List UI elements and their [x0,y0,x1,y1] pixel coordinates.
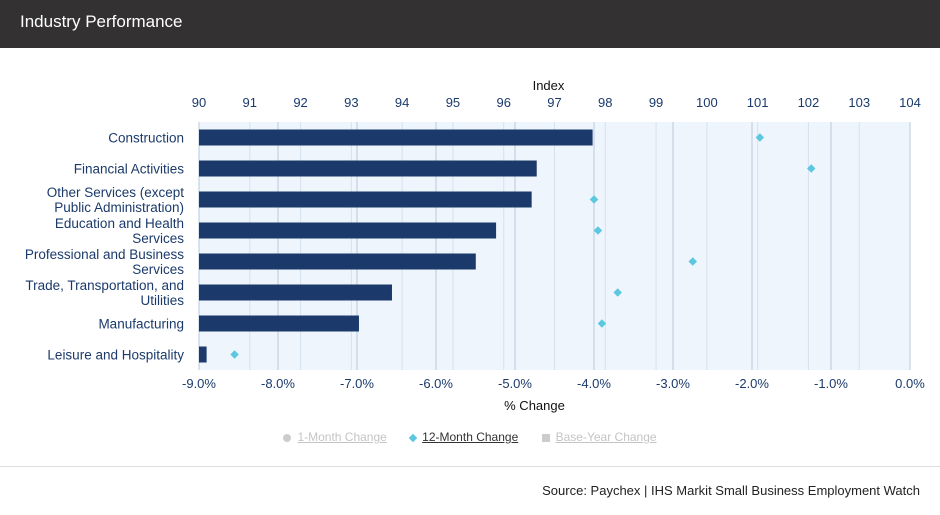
industry-performance-chart: Index 90 91 92 93 94 95 96 97 98 99 100 101 102 103 104… [25,78,925,413]
top-tick-label: 95 [446,95,460,110]
top-tick-label: 94 [395,95,409,110]
bottom-tick-label: -9.0% [182,376,216,391]
bar [199,160,537,177]
bottom-tick-label: -8.0% [261,376,295,391]
category-label: Services [132,231,184,246]
diamond-icon [408,433,418,443]
data-point [613,288,622,297]
source-note: Source: Paychex | IHS Markit Small Busin… [542,483,920,498]
bar [199,191,532,208]
bar [199,253,476,270]
bottom-axis-label: % Change [504,398,565,413]
bottom-tick-label: -5.0% [498,376,532,391]
bar [199,315,359,332]
bottom-tick-label: -4.0% [577,376,611,391]
top-tick-label: 97 [547,95,561,110]
bottom-tick-label: -6.0% [419,376,453,391]
category-label: Construction [108,131,184,146]
top-tick-label: 100 [696,95,718,110]
bottom-tick-label: 0.0% [895,376,925,391]
category-label: Manufacturing [98,317,184,332]
category-label: Other Services (except [47,185,185,200]
circle-icon [283,433,292,442]
legend-label: 12-Month Change [422,430,519,444]
bottom-tick-label: -3.0% [656,376,690,391]
top-tick-label: 99 [649,95,663,110]
top-tick-label: 93 [344,95,358,110]
top-tick-label: 101 [747,95,769,110]
category-label: Services [132,262,184,277]
legend-item-base-year[interactable]: Base-Year Change [541,430,657,444]
chart-legend: 1-Month Change 12-Month Change Base-Year… [0,430,940,444]
data-point [688,257,697,266]
square-icon [541,433,550,442]
top-axis-label: Index [533,78,565,93]
legend-item-12-month[interactable]: 12-Month Change [408,430,519,444]
bar [199,346,207,363]
category-label: Utilities [140,293,184,308]
bar [199,222,497,239]
bottom-tick-label: -7.0% [340,376,374,391]
top-tick-label: 91 [243,95,257,110]
bar [199,284,392,301]
top-tick-label: 90 [192,95,206,110]
top-tick-label: 92 [293,95,307,110]
legend-label: Base-Year Change [555,430,657,444]
category-label: Leisure and Hospitality [47,348,184,363]
top-tick-label: 102 [798,95,820,110]
legend-item-1-month[interactable]: 1-Month Change [283,430,387,444]
top-tick-label: 103 [848,95,870,110]
legend-label: 1-Month Change [297,430,387,444]
top-tick-label: 104 [899,95,921,110]
header-bar: Industry Performance [0,0,940,48]
category-label: Financial Activities [74,162,185,177]
bottom-tick-label: -1.0% [814,376,848,391]
category-label: Education and Health [55,216,184,231]
category-label: Public Administration) [54,200,184,215]
category-label: Trade, Transportation, and [25,278,184,293]
data-point [230,350,239,359]
top-tick-label: 96 [496,95,510,110]
category-label: Professional and Business [25,247,184,262]
footer-divider [0,466,940,467]
top-tick-label: 98 [598,95,612,110]
data-point [597,319,607,328]
bar [199,129,593,146]
bottom-tick-label: -2.0% [735,376,769,391]
page-title: Industry Performance [20,12,183,31]
